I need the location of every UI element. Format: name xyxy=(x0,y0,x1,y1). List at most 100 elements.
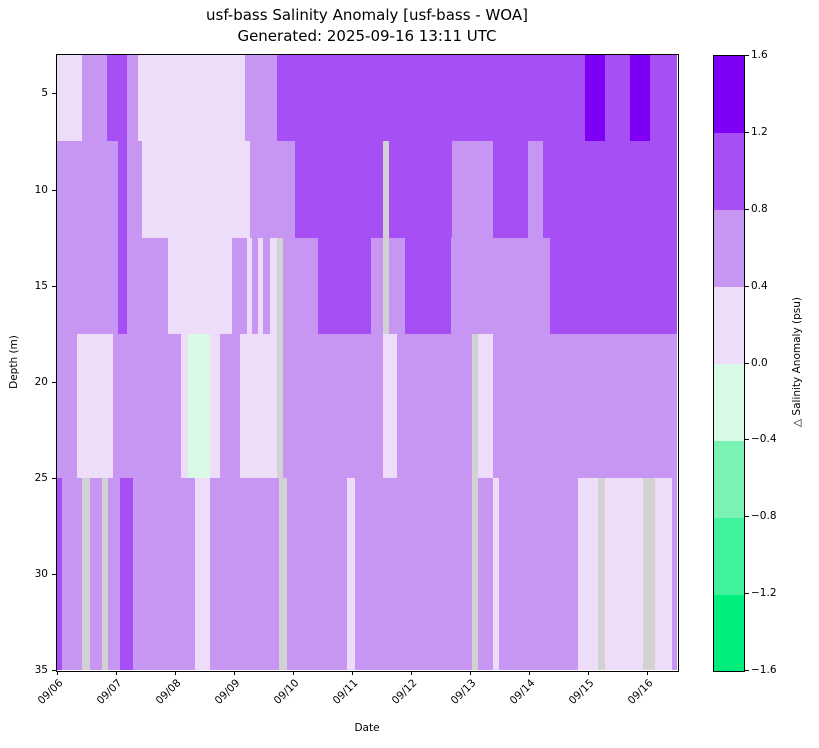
heatmap-cell xyxy=(317,237,372,335)
heatmap-cell xyxy=(498,477,579,670)
heatmap-cell xyxy=(137,55,246,142)
tick-mark xyxy=(115,671,117,675)
heatmap-cell xyxy=(232,237,248,335)
colorbar-band xyxy=(714,56,744,134)
heatmap-cell xyxy=(107,477,121,670)
colorbar-band xyxy=(714,132,744,211)
x-tick-label: 09/13 xyxy=(448,677,479,707)
colorbar-label: △ Salinity Anomaly (psu) xyxy=(791,297,803,427)
colorbar-tick-mark xyxy=(745,593,749,595)
x-tick-label: 09/11 xyxy=(330,677,361,707)
y-tick-label: 10 xyxy=(34,183,48,196)
heatmap-cell xyxy=(141,141,251,238)
heatmap-cell xyxy=(101,477,109,670)
x-tick-label: 09/09 xyxy=(212,677,243,707)
heatmap-cell xyxy=(605,55,631,142)
heatmap-cell xyxy=(245,55,278,142)
tick-mark xyxy=(52,285,56,287)
colorbar-tick-mark xyxy=(745,131,749,133)
colorbar-tick-label: 0.4 xyxy=(751,279,768,292)
heatmap-plot-area xyxy=(57,55,677,670)
colorbar xyxy=(713,55,745,672)
heatmap-cell xyxy=(527,141,544,238)
heatmap-cell xyxy=(277,237,284,335)
heatmap-cell xyxy=(642,477,656,670)
heatmap-cell xyxy=(209,333,221,479)
heatmap-cell xyxy=(655,477,673,670)
heatmap-cell xyxy=(383,237,389,335)
heatmap-cell xyxy=(605,477,644,670)
colorbar-tick-label: −1.6 xyxy=(751,664,777,676)
x-tick-label: 09/14 xyxy=(507,677,538,707)
x-tick-label: 09/08 xyxy=(153,677,184,707)
heatmap-cell xyxy=(120,477,134,670)
y-tick-label: 35 xyxy=(34,664,48,676)
tick-mark xyxy=(292,671,294,675)
y-axis-label: Depth (m) xyxy=(8,335,20,389)
heatmap-cell xyxy=(471,333,479,479)
heatmap-cell xyxy=(258,237,264,335)
tick-mark xyxy=(646,671,648,675)
heatmap-cell xyxy=(471,477,479,670)
heatmap-cell xyxy=(451,141,494,238)
heatmap-cell xyxy=(671,477,677,670)
x-tick-label: 09/10 xyxy=(271,677,302,707)
x-tick-label: 09/15 xyxy=(566,677,597,707)
heatmap-cell xyxy=(262,237,271,335)
heatmap-cell xyxy=(81,477,91,670)
tick-mark xyxy=(233,671,235,675)
heatmap-cell xyxy=(492,333,677,479)
heatmap-cell xyxy=(277,333,284,479)
heatmap-cell xyxy=(107,55,128,142)
colorbar-tick-mark xyxy=(745,285,749,287)
heatmap-cell xyxy=(127,55,139,142)
heatmap-cell xyxy=(246,237,253,335)
heatmap-cell xyxy=(57,237,119,335)
y-tick-label: 25 xyxy=(34,471,48,484)
colorbar-tick-label: 1.6 xyxy=(751,49,768,61)
x-tick-label: 09/06 xyxy=(35,677,66,707)
heatmap-cell xyxy=(649,55,677,142)
colorbar-tick-mark xyxy=(745,208,749,210)
heatmap-cell xyxy=(195,477,211,670)
heatmap-cell xyxy=(282,237,319,335)
heatmap-cell xyxy=(388,141,453,238)
heatmap-cell xyxy=(252,237,259,335)
heatmap-cell xyxy=(77,333,114,479)
heatmap-cell xyxy=(347,477,356,670)
colorbar-tick-mark xyxy=(745,516,749,518)
heatmap-cell xyxy=(127,237,169,335)
colorbar-tick-mark xyxy=(745,670,749,671)
heatmap-cell xyxy=(219,333,241,479)
heatmap-cell xyxy=(167,237,233,335)
heatmap-cell xyxy=(492,477,500,670)
y-tick-label: 20 xyxy=(34,375,48,388)
y-tick-label: 5 xyxy=(41,87,48,100)
heatmap-cell xyxy=(81,55,108,142)
colorbar-tick-label: 0.0 xyxy=(751,356,768,369)
colorbar-tick-mark xyxy=(745,362,749,364)
heatmap-cell xyxy=(492,141,529,238)
heatmap-cell xyxy=(278,477,288,670)
heatmap-cell xyxy=(127,141,143,238)
chart-title: usf-bass Salinity Anomaly [usf-bass - WO… xyxy=(206,6,528,24)
tick-mark xyxy=(52,189,56,191)
colorbar-band xyxy=(714,363,744,441)
heatmap-cell xyxy=(287,477,348,670)
y-tick-label: 15 xyxy=(34,279,48,292)
heatmap-cell xyxy=(550,237,677,335)
tick-mark xyxy=(469,671,471,675)
colorbar-tick-label: −0.8 xyxy=(751,510,777,523)
heatmap-cell xyxy=(133,477,196,670)
colorbar-band xyxy=(714,440,744,518)
colorbar-tick-mark xyxy=(745,55,749,56)
heatmap-cell xyxy=(629,55,651,142)
chart-subtitle-generated-timestamp: Generated: 2025-09-16 13:11 UTC xyxy=(237,27,497,45)
heatmap-cell xyxy=(282,333,384,479)
heatmap-cell xyxy=(451,237,551,335)
heatmap-cell xyxy=(597,477,606,670)
colorbar-tick-label: 0.8 xyxy=(751,202,768,215)
x-axis-label: Date xyxy=(354,722,380,734)
heatmap-cell xyxy=(117,141,128,238)
